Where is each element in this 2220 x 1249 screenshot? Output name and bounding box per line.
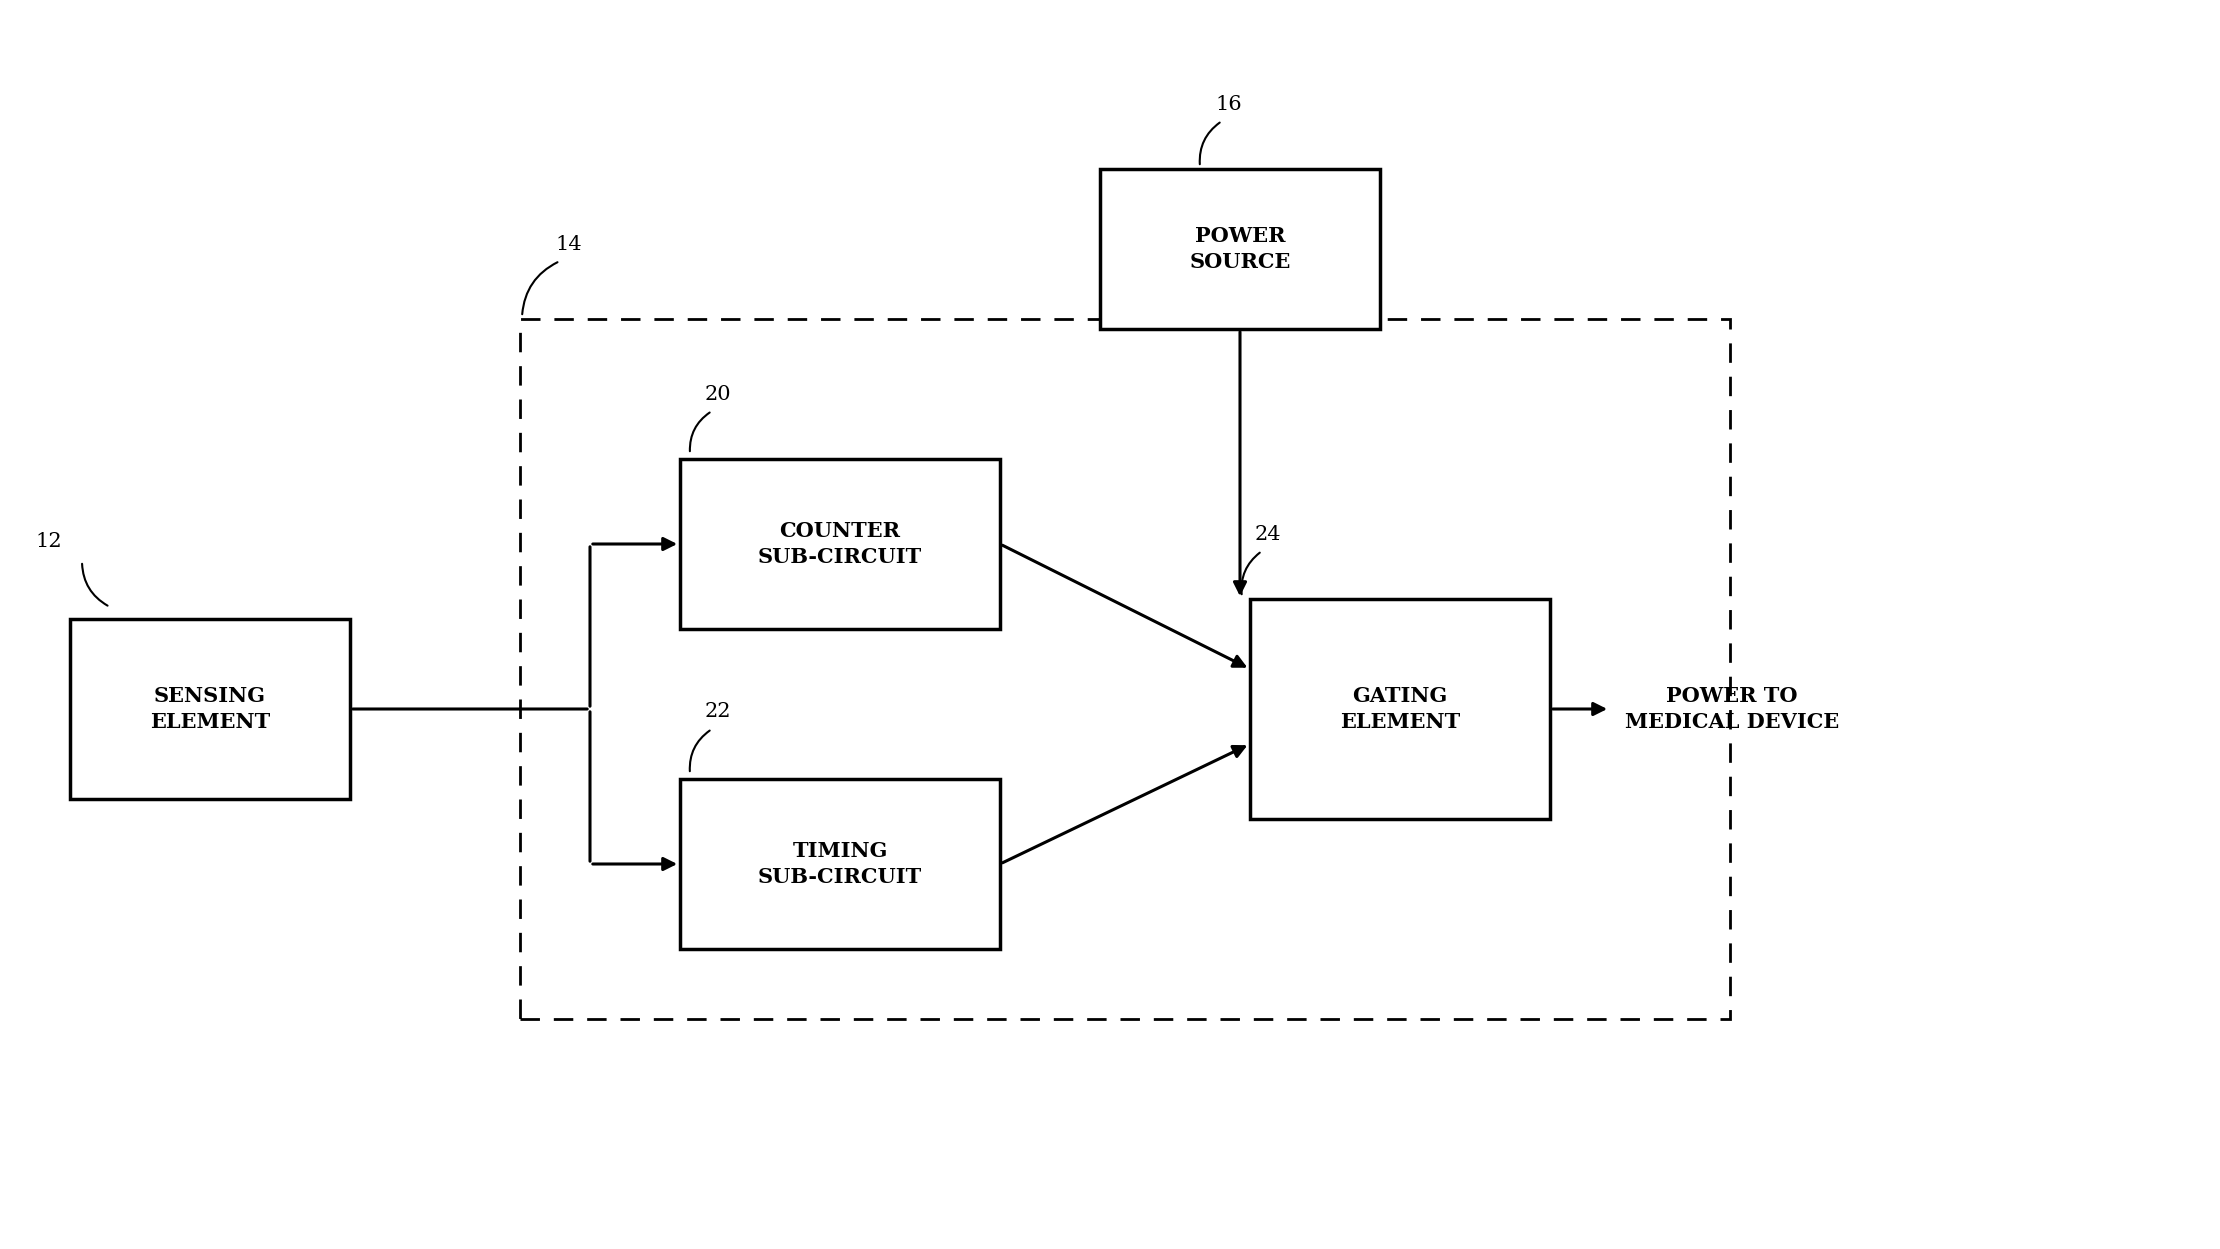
Text: POWER
SOURCE: POWER SOURCE (1190, 226, 1290, 272)
Bar (71, 620, 351, 799)
Text: 22: 22 (706, 702, 733, 721)
Bar (679, 779, 999, 949)
Text: 12: 12 (36, 532, 62, 551)
Text: POWER TO
MEDICAL DEVICE: POWER TO MEDICAL DEVICE (1625, 686, 1838, 732)
Bar (1250, 600, 1550, 819)
Text: SENSING
ELEMENT: SENSING ELEMENT (151, 686, 271, 732)
Text: COUNTER
SUB-CIRCUIT: COUNTER SUB-CIRCUIT (757, 521, 921, 567)
Bar (519, 318, 1729, 1019)
Text: GATING
ELEMENT: GATING ELEMENT (1341, 686, 1461, 732)
Text: 24: 24 (1254, 525, 1281, 545)
Text: 14: 14 (555, 235, 582, 254)
Bar (1099, 169, 1381, 328)
Text: 20: 20 (706, 385, 733, 403)
Bar (679, 458, 999, 629)
Text: 16: 16 (1214, 95, 1241, 114)
Text: TIMING
SUB-CIRCUIT: TIMING SUB-CIRCUIT (757, 841, 921, 887)
